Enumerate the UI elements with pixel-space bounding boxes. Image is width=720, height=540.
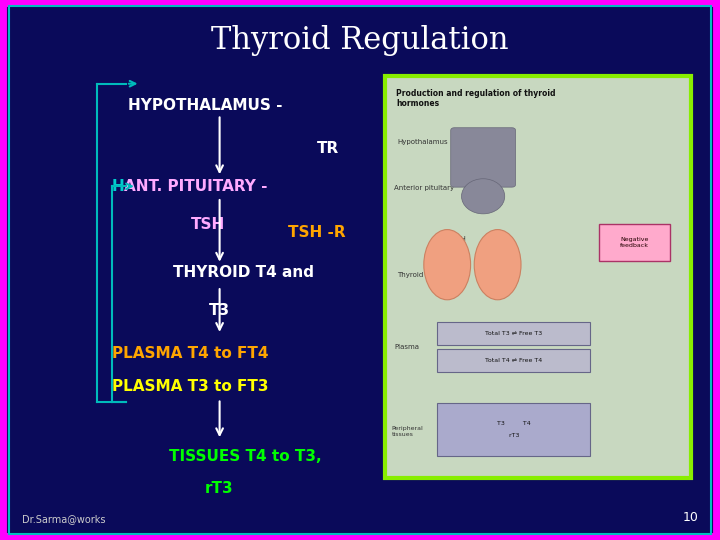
Text: TSH: TSH: [453, 235, 467, 241]
Text: H: H: [112, 179, 125, 194]
Ellipse shape: [462, 179, 505, 214]
Text: PLASMA T4 to FT4: PLASMA T4 to FT4: [112, 346, 268, 361]
Text: TR: TR: [317, 141, 339, 156]
Bar: [437, 403, 590, 456]
Text: TSH -R: TSH -R: [288, 225, 346, 240]
Text: TRH: TRH: [486, 137, 500, 143]
Text: TISSUES T4 to T3,: TISSUES T4 to T3,: [169, 449, 322, 464]
Bar: [385, 76, 691, 478]
Text: Total T3 ⇌ Free T3: Total T3 ⇌ Free T3: [485, 331, 542, 336]
Text: THYROID T4 and: THYROID T4 and: [173, 265, 314, 280]
Text: rT3: rT3: [205, 481, 234, 496]
Bar: [437, 322, 590, 345]
Text: Anterior pituitary: Anterior pituitary: [395, 185, 454, 191]
Text: T3: T3: [209, 303, 230, 318]
Text: Production and regulation of thyroid
hormones: Production and regulation of thyroid hor…: [396, 89, 556, 109]
Text: 10: 10: [683, 511, 698, 524]
Text: Hypothalamus: Hypothalamus: [397, 139, 448, 145]
FancyBboxPatch shape: [451, 128, 516, 187]
Text: ANT. PITUITARY -: ANT. PITUITARY -: [124, 179, 267, 194]
Text: PLASMA T3 to FT3: PLASMA T3 to FT3: [112, 379, 268, 394]
Ellipse shape: [474, 230, 521, 300]
Text: Thyroid: Thyroid: [397, 272, 423, 278]
Text: T3         T4

 rT3: T3 T4 rT3: [497, 421, 531, 438]
Bar: [599, 225, 670, 261]
Text: TSH: TSH: [191, 217, 225, 232]
Ellipse shape: [424, 230, 471, 300]
Text: Plasma: Plasma: [395, 344, 419, 350]
Bar: [437, 349, 590, 373]
Text: Peripheral
tissues: Peripheral tissues: [392, 426, 423, 437]
Text: Thyroid Regulation: Thyroid Regulation: [211, 25, 509, 56]
Text: Negative
feedback: Negative feedback: [620, 237, 649, 248]
Text: Dr.Sarma@works: Dr.Sarma@works: [22, 514, 105, 524]
Text: Total T4 ⇌ Free T4: Total T4 ⇌ Free T4: [485, 359, 542, 363]
Text: HYPOTHALAMUS -: HYPOTHALAMUS -: [128, 98, 282, 113]
